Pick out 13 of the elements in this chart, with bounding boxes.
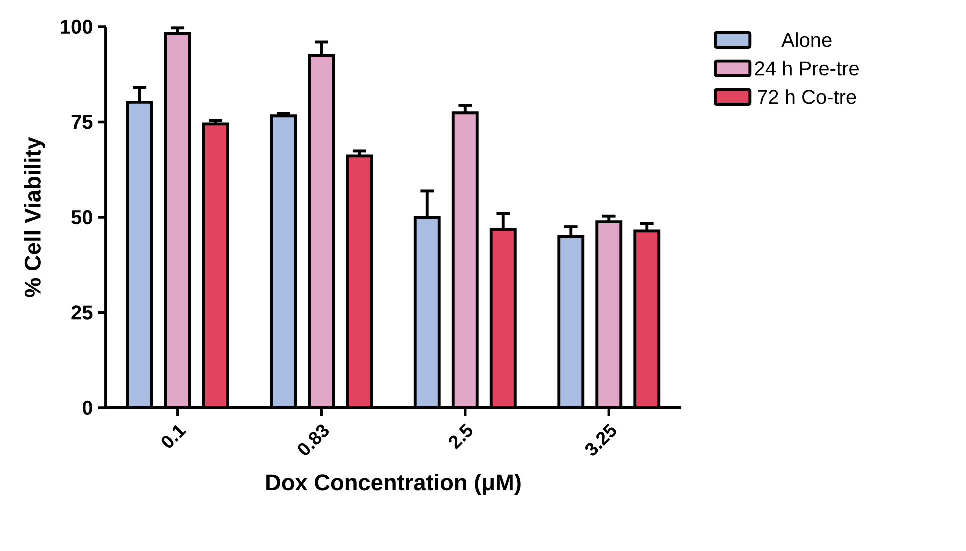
x-tick-label: 0.83 bbox=[298, 424, 329, 456]
y-axis-title: % Cell Viability bbox=[24, 137, 46, 298]
y-tick-label: 50 bbox=[72, 210, 92, 225]
legend-label: 24 h Pre-tre bbox=[755, 61, 859, 76]
y-tick-label: 25 bbox=[72, 306, 93, 320]
x-axis-title: Dox Concentration (μM) bbox=[266, 474, 521, 496]
y-tick-label: 75 bbox=[72, 115, 93, 130]
y-tick-label: 0 bbox=[82, 400, 92, 416]
y-tick-label: 100 bbox=[61, 20, 92, 34]
x-tick-label: 0.1 bbox=[162, 425, 187, 448]
legend-label: Alone bbox=[782, 32, 832, 48]
legend-label: 72 h Co-tre bbox=[758, 90, 856, 104]
x-tick-label: 2.5 bbox=[449, 424, 473, 450]
